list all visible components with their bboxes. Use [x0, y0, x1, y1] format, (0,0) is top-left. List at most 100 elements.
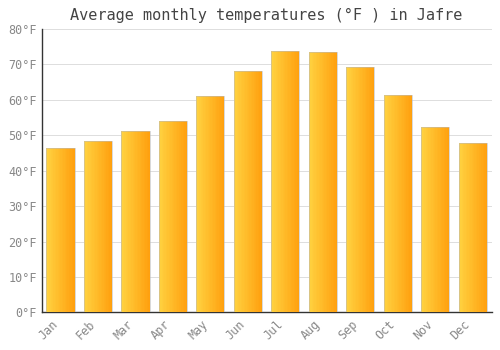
- Bar: [59, 148, 60, 313]
- Bar: [146, 131, 148, 313]
- Bar: [358, 67, 359, 313]
- Bar: [480, 143, 482, 313]
- Bar: [430, 127, 431, 313]
- Bar: [186, 120, 187, 313]
- Bar: [277, 51, 278, 313]
- Bar: [248, 71, 250, 313]
- Bar: [180, 120, 182, 313]
- Bar: [199, 96, 200, 313]
- Bar: [288, 51, 290, 313]
- Bar: [292, 51, 294, 313]
- Bar: [198, 96, 199, 313]
- Bar: [184, 120, 186, 313]
- Bar: [236, 71, 238, 313]
- Bar: [398, 96, 400, 313]
- Bar: [259, 71, 260, 313]
- Bar: [322, 52, 323, 313]
- Bar: [362, 67, 363, 313]
- Bar: [356, 67, 358, 313]
- Bar: [62, 148, 64, 313]
- Bar: [346, 67, 374, 313]
- Bar: [463, 143, 464, 313]
- Bar: [130, 131, 131, 313]
- Bar: [46, 148, 48, 313]
- Bar: [372, 67, 373, 313]
- Bar: [98, 141, 100, 313]
- Bar: [208, 96, 209, 313]
- Bar: [168, 120, 170, 313]
- Bar: [250, 71, 252, 313]
- Bar: [142, 131, 144, 313]
- Bar: [246, 71, 248, 313]
- Bar: [484, 143, 486, 313]
- Bar: [296, 51, 298, 313]
- Bar: [440, 127, 441, 313]
- Bar: [444, 127, 446, 313]
- Bar: [392, 96, 394, 313]
- Bar: [404, 96, 405, 313]
- Bar: [234, 71, 262, 313]
- Bar: [313, 52, 314, 313]
- Bar: [426, 127, 427, 313]
- Bar: [333, 52, 334, 313]
- Bar: [256, 71, 258, 313]
- Bar: [482, 143, 483, 313]
- Bar: [163, 120, 164, 313]
- Bar: [148, 131, 150, 313]
- Bar: [94, 141, 95, 313]
- Bar: [174, 120, 176, 313]
- Bar: [108, 141, 109, 313]
- Bar: [459, 143, 487, 313]
- Bar: [309, 52, 310, 313]
- Bar: [486, 143, 487, 313]
- Bar: [428, 127, 430, 313]
- Bar: [346, 67, 348, 313]
- Bar: [466, 143, 468, 313]
- Bar: [476, 143, 477, 313]
- Bar: [330, 52, 332, 313]
- Bar: [91, 141, 92, 313]
- Bar: [400, 96, 402, 313]
- Bar: [402, 96, 404, 313]
- Bar: [352, 67, 354, 313]
- Bar: [160, 120, 162, 313]
- Bar: [216, 96, 218, 313]
- Bar: [136, 131, 137, 313]
- Bar: [48, 148, 49, 313]
- Bar: [141, 131, 142, 313]
- Bar: [473, 143, 474, 313]
- Bar: [434, 127, 436, 313]
- Bar: [273, 51, 274, 313]
- Bar: [95, 141, 96, 313]
- Bar: [60, 148, 62, 313]
- Bar: [349, 67, 350, 313]
- Bar: [359, 67, 360, 313]
- Bar: [310, 52, 312, 313]
- Bar: [137, 131, 138, 313]
- Bar: [284, 51, 286, 313]
- Bar: [441, 127, 442, 313]
- Bar: [70, 148, 72, 313]
- Bar: [436, 127, 437, 313]
- Bar: [272, 51, 273, 313]
- Bar: [166, 120, 168, 313]
- Bar: [260, 71, 262, 313]
- Bar: [196, 96, 198, 313]
- Bar: [408, 96, 409, 313]
- Bar: [128, 131, 130, 313]
- Bar: [281, 51, 282, 313]
- Bar: [138, 131, 140, 313]
- Bar: [459, 143, 460, 313]
- Bar: [213, 96, 214, 313]
- Bar: [272, 51, 299, 313]
- Bar: [126, 131, 127, 313]
- Bar: [206, 96, 208, 313]
- Bar: [68, 148, 69, 313]
- Bar: [131, 131, 132, 313]
- Bar: [109, 141, 110, 313]
- Bar: [234, 71, 235, 313]
- Bar: [69, 148, 70, 313]
- Bar: [423, 127, 424, 313]
- Bar: [73, 148, 74, 313]
- Bar: [72, 148, 73, 313]
